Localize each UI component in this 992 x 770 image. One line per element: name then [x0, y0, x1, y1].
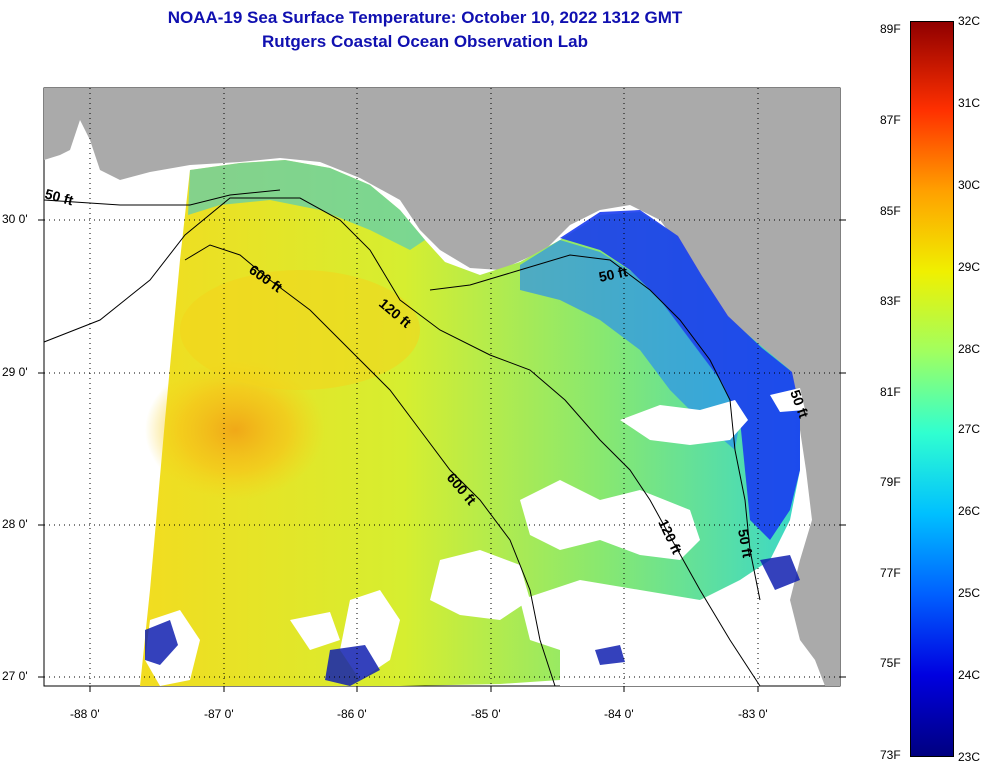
- colorbar-f-label: 81F: [880, 385, 901, 399]
- lat-label: 28 0': [2, 517, 28, 531]
- colorbar-c-label: 29C: [958, 260, 981, 274]
- colorbar-c-label: 28C: [958, 342, 981, 356]
- colorbar-f-label: 87F: [880, 113, 901, 127]
- lat-label: 30 0': [2, 212, 28, 226]
- contour-label: 50 ft: [597, 263, 629, 285]
- cool-coast-north: [188, 160, 425, 250]
- contour-50ft-east: [429, 254, 761, 601]
- colorbar-f-label: 89F: [880, 22, 901, 36]
- lon-label: -87 0': [204, 707, 234, 721]
- contour-label: 50 ft: [43, 185, 75, 208]
- colorbar-f-label: 77F: [880, 566, 901, 580]
- colorbar-c-label: 25C: [958, 586, 981, 600]
- land-area: [44, 88, 840, 686]
- colorbar-c-label: 31C: [958, 96, 981, 110]
- colorbar-c-label: 26C: [958, 504, 981, 518]
- colorbar-f-label: 73F: [880, 748, 901, 762]
- colorbar-c-label: 23C: [958, 750, 981, 764]
- tick-marks: [38, 219, 846, 692]
- colorbar-c-label: 32C: [958, 14, 981, 28]
- warm-anomaly: [145, 360, 325, 500]
- cold-fringes: [145, 555, 800, 686]
- lon-label: -86 0': [337, 707, 367, 721]
- colorbar-c-label: 24C: [958, 668, 981, 682]
- colorbar-f-label: 75F: [880, 656, 901, 670]
- contour-120ft: [43, 197, 761, 687]
- lon-label: -85 0': [471, 707, 501, 721]
- contour-600ft: [184, 244, 556, 687]
- temperature-colorbar: [910, 21, 954, 757]
- lon-label: -83 0': [738, 707, 768, 721]
- lat-label: 29 0': [2, 365, 28, 379]
- colorbar-c-label: 30C: [958, 178, 981, 192]
- colorbar-f-label: 83F: [880, 294, 901, 308]
- contour-label: 50 ft: [735, 528, 756, 559]
- colorbar-f-label: 85F: [880, 204, 901, 218]
- depth-contours: [43, 189, 761, 687]
- colorbar-f-label: 79F: [880, 475, 901, 489]
- contour-50ft-west: [43, 189, 281, 206]
- lon-label: -88 0': [70, 707, 100, 721]
- cool-nearshore: [560, 210, 800, 540]
- cool-nearshore-2: [520, 240, 740, 450]
- lon-label: -84 0': [604, 707, 634, 721]
- lat-label: 27 0': [2, 669, 28, 683]
- colorbar-c-label: 27C: [958, 422, 981, 436]
- title-line-2: Rutgers Coastal Ocean Observation Lab: [262, 32, 588, 51]
- warm-band: [180, 270, 420, 390]
- title-line-1: NOAA-19 Sea Surface Temperature: October…: [167, 8, 683, 27]
